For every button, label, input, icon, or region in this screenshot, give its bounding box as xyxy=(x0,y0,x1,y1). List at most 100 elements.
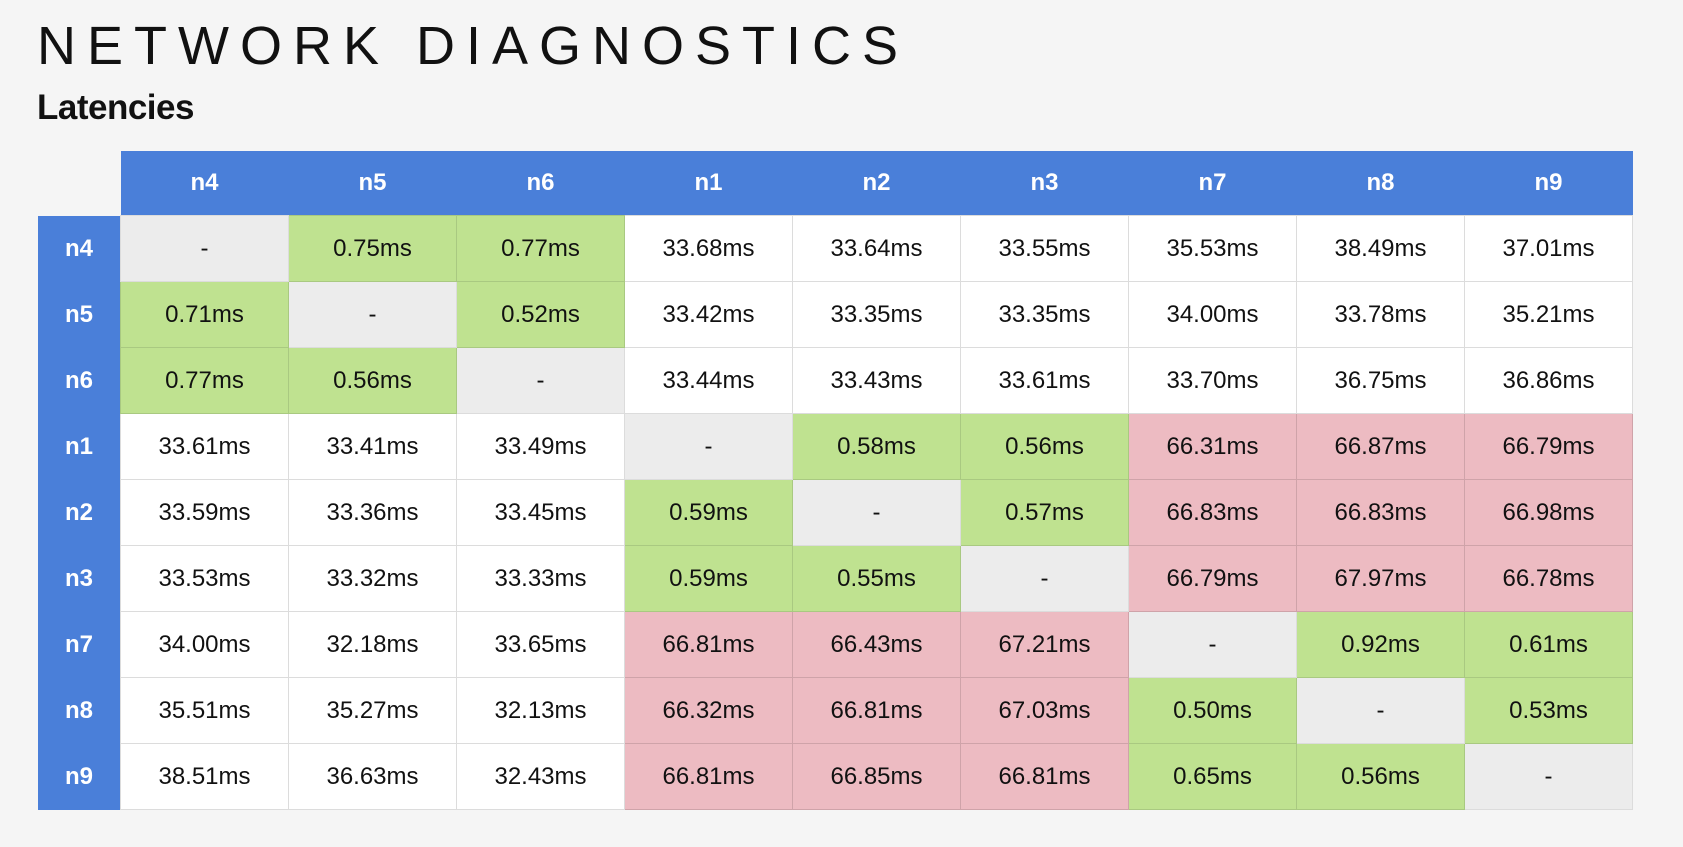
latency-matrix: n4 n5 n6 n1 n2 n3 n7 n8 n9 n4-0.75ms 0.77ms 33.68m… xyxy=(38,151,1633,810)
latency-cell: 33.43ms xyxy=(792,347,961,414)
latency-cell: 33.45ms xyxy=(456,479,625,546)
latency-cell: 33.55ms xyxy=(960,215,1129,282)
latency-cell: 0.58ms xyxy=(792,413,961,480)
latency-cell: 36.75ms xyxy=(1296,347,1465,414)
section-title: Latencies xyxy=(37,88,194,127)
latency-cell: 33.70ms xyxy=(1128,347,1297,414)
latency-cell: - xyxy=(960,545,1129,612)
column-header-n1: n1 xyxy=(624,151,793,216)
latency-cell: 0.77ms xyxy=(120,347,289,414)
latency-cell: 38.51ms xyxy=(120,743,289,810)
latency-cell: 33.61ms xyxy=(120,413,289,480)
column-header-n9: n9 xyxy=(1464,151,1633,216)
latency-cell: 33.41ms xyxy=(288,413,457,480)
latency-cell: 0.52ms xyxy=(456,281,625,348)
latency-cell: 33.42ms xyxy=(624,281,793,348)
latency-cell: 34.00ms xyxy=(1128,281,1297,348)
table-row: n6 0.77ms 0.56ms -33.44ms 33.43ms 33.61ms 33.7… xyxy=(38,347,1633,414)
latency-cell: - xyxy=(1128,611,1297,678)
latency-cell: 32.43ms xyxy=(456,743,625,810)
latency-cell: 33.53ms xyxy=(120,545,289,612)
latency-cell: 0.71ms xyxy=(120,281,289,348)
latency-cell: 0.57ms xyxy=(960,479,1129,546)
latency-cell: 0.56ms xyxy=(960,413,1129,480)
latency-cell: 36.63ms xyxy=(288,743,457,810)
latency-cell: 33.44ms xyxy=(624,347,793,414)
latency-cell: 33.59ms xyxy=(120,479,289,546)
table-row: n2 33.59ms 33.36ms 33.45ms 0.59ms -0.57ms 66.8… xyxy=(38,479,1633,546)
latency-cell: - xyxy=(1464,743,1633,810)
latency-cell: 37.01ms xyxy=(1464,215,1633,282)
row-header-n3: n3 xyxy=(38,545,121,612)
latency-cell: 0.61ms xyxy=(1464,611,1633,678)
row-header-n5: n5 xyxy=(38,281,121,348)
column-header-n8: n8 xyxy=(1296,151,1465,216)
latency-cell: - xyxy=(288,281,457,348)
row-header-n7: n7 xyxy=(38,611,121,678)
latency-cell: 0.59ms xyxy=(624,479,793,546)
latency-cell: 33.64ms xyxy=(792,215,961,282)
latency-cell: 66.81ms xyxy=(624,611,793,678)
latency-cell: 34.00ms xyxy=(120,611,289,678)
latency-cell: 33.61ms xyxy=(960,347,1129,414)
latency-cell: 66.43ms xyxy=(792,611,961,678)
row-header-n1: n1 xyxy=(38,413,121,480)
latency-cell: 0.56ms xyxy=(1296,743,1465,810)
column-header-n7: n7 xyxy=(1128,151,1297,216)
latency-cell: 32.13ms xyxy=(456,677,625,744)
latency-cell: 36.86ms xyxy=(1464,347,1633,414)
row-header-n2: n2 xyxy=(38,479,121,546)
latency-cell: 66.79ms xyxy=(1464,413,1633,480)
latency-cell: 35.21ms xyxy=(1464,281,1633,348)
row-header-n4: n4 xyxy=(38,215,121,282)
latency-cell: 0.65ms xyxy=(1128,743,1297,810)
table-row: n5 0.71ms -0.52ms 33.42ms 33.35ms 33.35ms 34.0… xyxy=(38,281,1633,348)
latency-cell: 33.32ms xyxy=(288,545,457,612)
latency-cell: 66.81ms xyxy=(960,743,1129,810)
column-header-n2: n2 xyxy=(792,151,961,216)
latency-cell: 0.92ms xyxy=(1296,611,1465,678)
latency-cell: 0.55ms xyxy=(792,545,961,612)
latency-cell: 66.79ms xyxy=(1128,545,1297,612)
column-header-n3: n3 xyxy=(960,151,1129,216)
table-row: n7 34.00ms 32.18ms 33.65ms 66.81ms 66.43ms 67.… xyxy=(38,611,1633,678)
column-header-n4: n4 xyxy=(120,151,289,216)
column-header-row: n4 n5 n6 n1 n2 n3 n7 n8 n9 xyxy=(38,151,1633,216)
latency-cell: 33.36ms xyxy=(288,479,457,546)
table-row: n4-0.75ms 0.77ms 33.68ms 33.64ms 33.55ms 35.5… xyxy=(38,215,1633,282)
table-row: n1 33.61ms 33.41ms 33.49ms -0.58ms 0.56ms 66.3… xyxy=(38,413,1633,480)
table-row: n3 33.53ms 33.32ms 33.33ms 0.59ms 0.55ms -66.7… xyxy=(38,545,1633,612)
row-header-n9: n9 xyxy=(38,743,121,810)
latency-cell: 32.18ms xyxy=(288,611,457,678)
latency-cell: 0.59ms xyxy=(624,545,793,612)
latency-cell: 67.21ms xyxy=(960,611,1129,678)
latency-cell: 66.83ms xyxy=(1296,479,1465,546)
latency-cell: - xyxy=(792,479,961,546)
latency-cell: 66.31ms xyxy=(1128,413,1297,480)
page-title: NETWORK DIAGNOSTICS xyxy=(37,16,910,76)
latency-cell: 66.83ms xyxy=(1128,479,1297,546)
latency-cell: 33.33ms xyxy=(456,545,625,612)
latency-cell: - xyxy=(624,413,793,480)
latency-cell: 0.75ms xyxy=(288,215,457,282)
latency-cell: 33.35ms xyxy=(792,281,961,348)
latency-cell: 67.97ms xyxy=(1296,545,1465,612)
latency-cell: - xyxy=(120,215,289,282)
latency-cell: 66.85ms xyxy=(792,743,961,810)
table-row: n8 35.51ms 35.27ms 32.13ms 66.32ms 66.81ms 67.… xyxy=(38,677,1633,744)
latency-cell: 35.27ms xyxy=(288,677,457,744)
corner-cell xyxy=(38,151,121,216)
latency-cell: 33.49ms xyxy=(456,413,625,480)
latency-cell: 66.32ms xyxy=(624,677,793,744)
latency-cell: 33.35ms xyxy=(960,281,1129,348)
column-header-n6: n6 xyxy=(456,151,625,216)
row-header-n6: n6 xyxy=(38,347,121,414)
latency-cell: 0.77ms xyxy=(456,215,625,282)
column-header-n5: n5 xyxy=(288,151,457,216)
latency-cell: 66.78ms xyxy=(1464,545,1633,612)
row-header-n8: n8 xyxy=(38,677,121,744)
latency-cell: 67.03ms xyxy=(960,677,1129,744)
latency-cell: 33.68ms xyxy=(624,215,793,282)
latency-cell: 0.53ms xyxy=(1464,677,1633,744)
table-row: n9 38.51ms 36.63ms 32.43ms 66.81ms 66.85ms 66.… xyxy=(38,743,1633,810)
